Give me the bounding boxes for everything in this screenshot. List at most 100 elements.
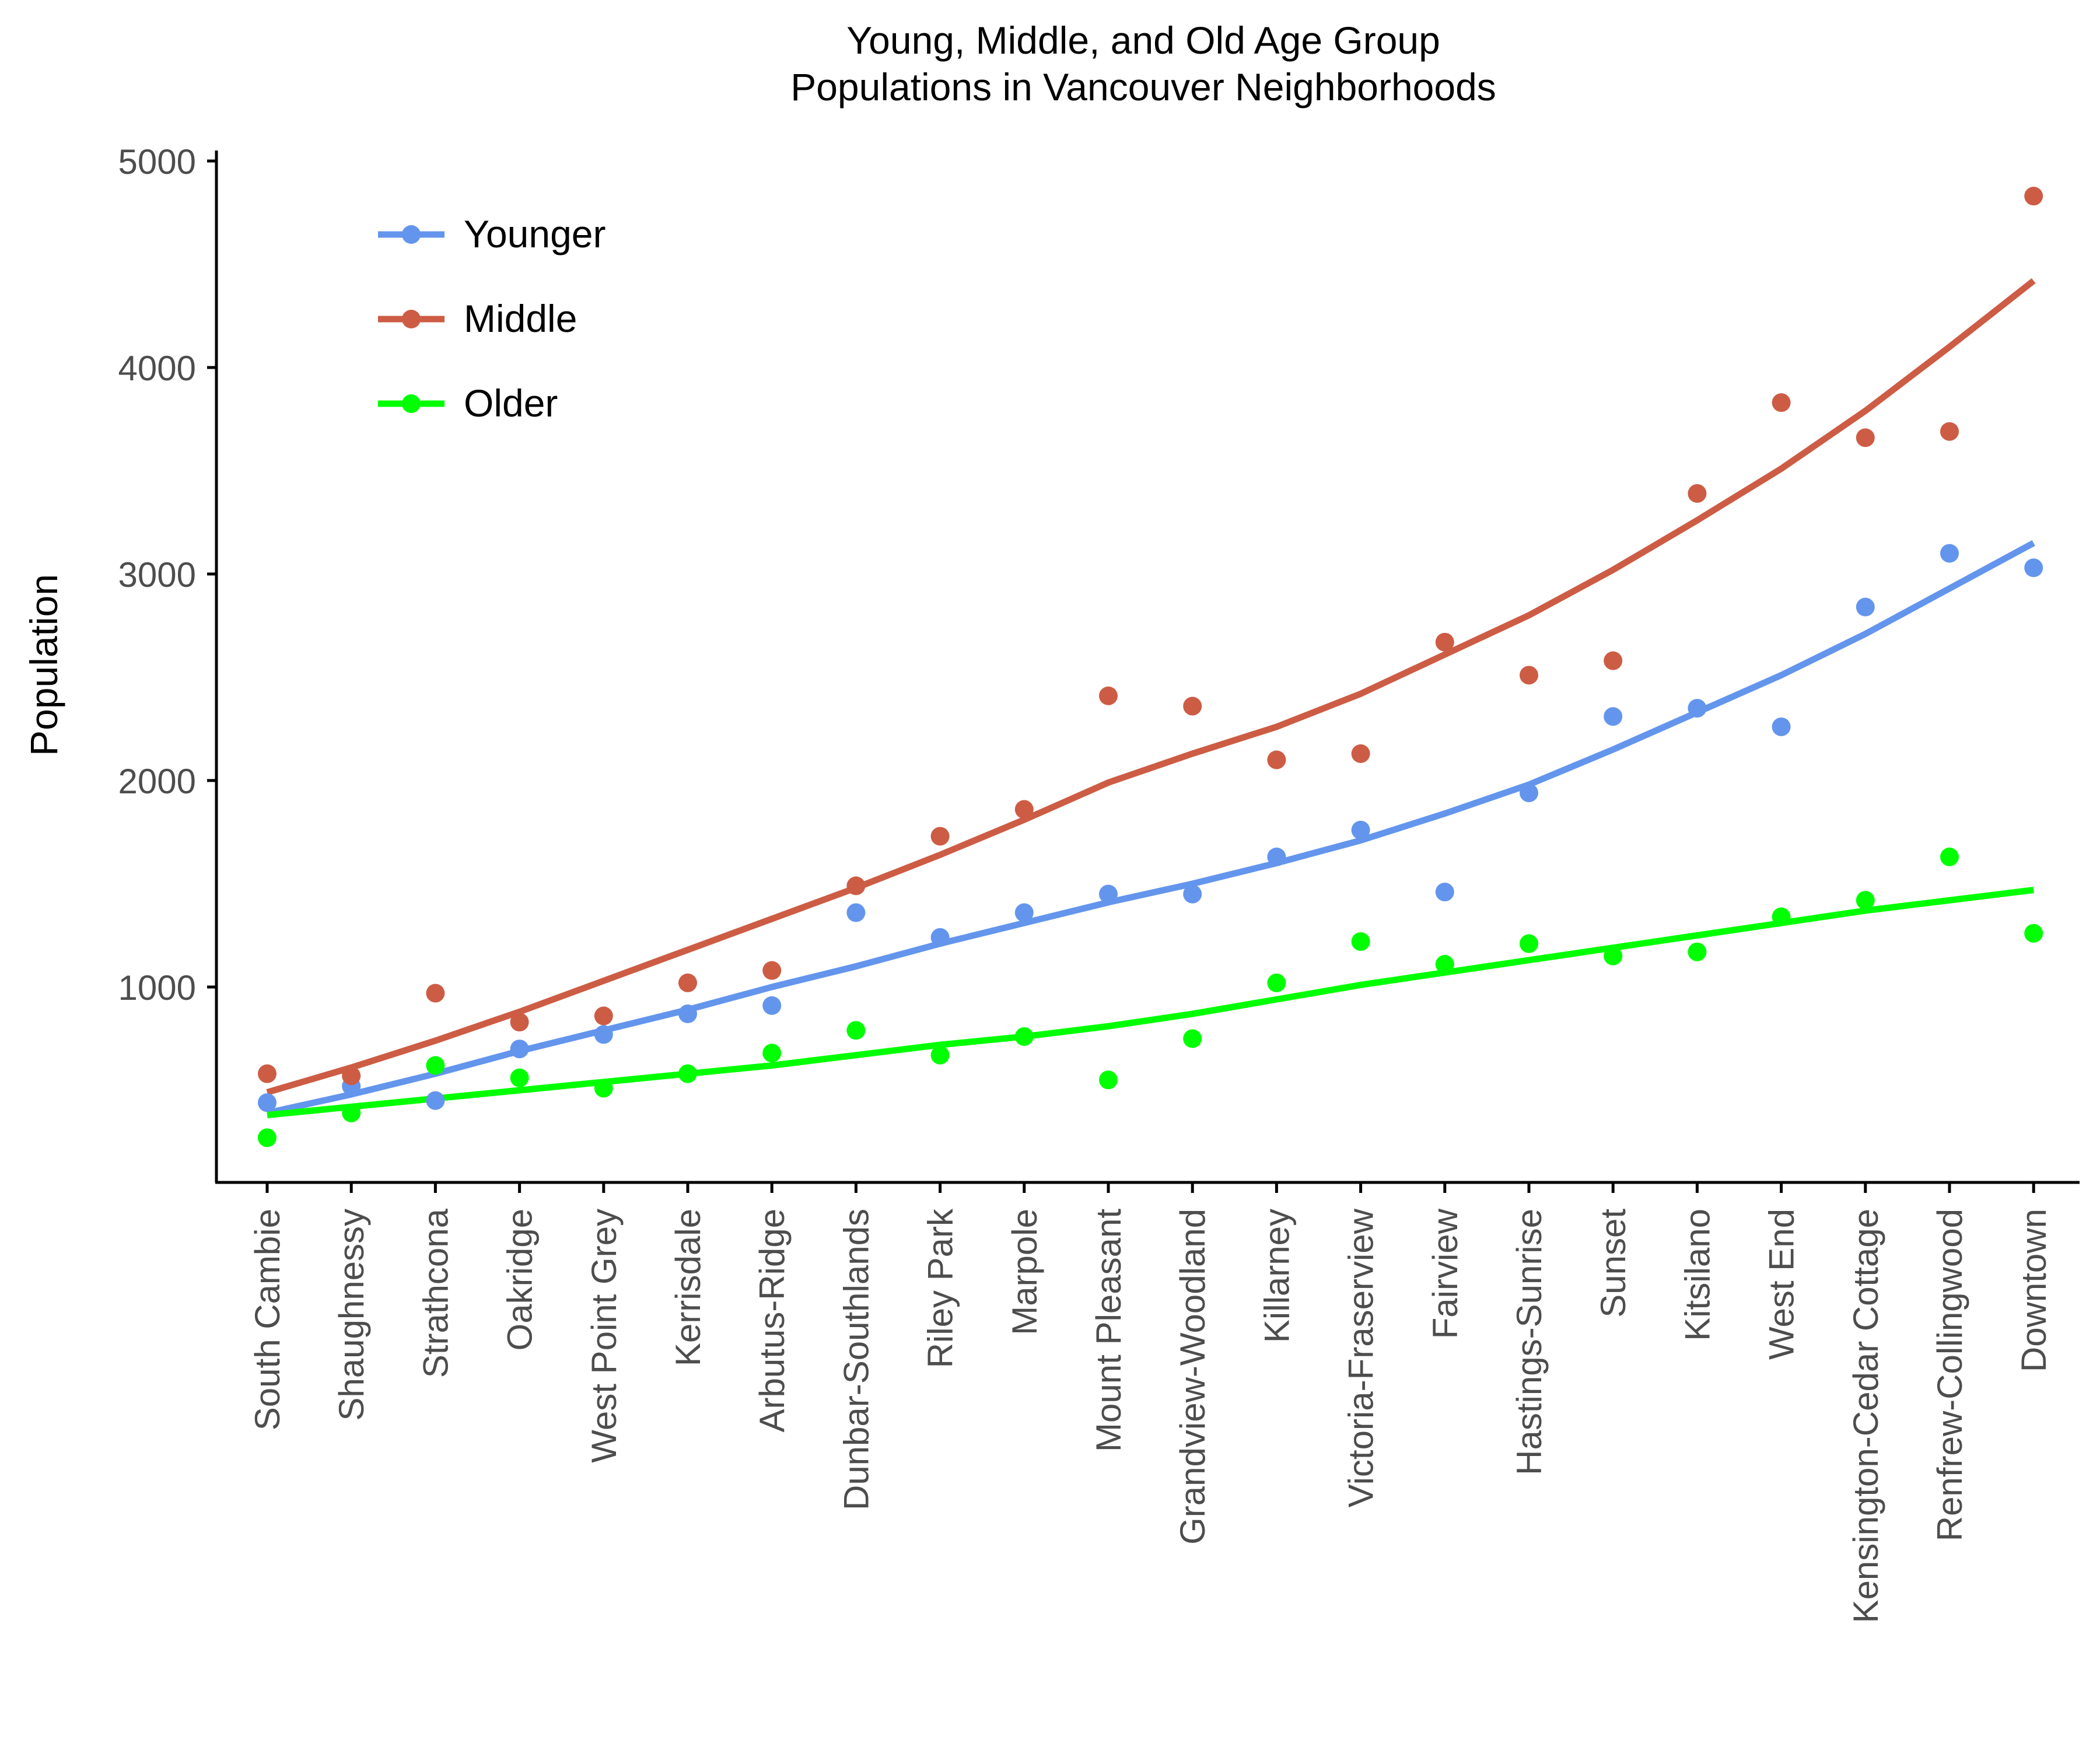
x-tick-label: Shaughnessy (332, 1209, 371, 1421)
data-point-middle (1940, 422, 1959, 441)
chart-title-line1: Young, Middle, and Old Age Group (846, 19, 1440, 62)
data-point-younger (762, 996, 782, 1015)
data-point-younger (1688, 699, 1707, 718)
x-tick-label: Renfrew-Collingwood (1930, 1209, 1969, 1541)
data-point-older (258, 1128, 276, 1147)
data-point-older (846, 1021, 866, 1040)
data-point-younger (1183, 884, 1202, 904)
data-point-older (930, 1045, 950, 1065)
x-tick-label: West Point Grey (584, 1209, 624, 1463)
y-tick-label: 4000 (118, 349, 196, 388)
x-tick-label: Oakridge (501, 1209, 540, 1350)
y-axis-ticks: 1000 2000 3000 4000 5000 (118, 142, 216, 1007)
legend-label-younger: Younger (464, 212, 606, 256)
x-tick-label: Fairview (1426, 1208, 1465, 1339)
legend-key-point-middle (402, 310, 421, 328)
trend-line-younger (266, 540, 2035, 1116)
data-point-older (1267, 973, 1286, 992)
y-tick-label: 2000 (118, 762, 196, 801)
legend-key-point-older (402, 394, 421, 413)
data-point-younger (1435, 883, 1454, 902)
x-tick-label: Marpole (1005, 1209, 1044, 1335)
trend-line-middle (266, 278, 2036, 1096)
data-point-middle (1604, 651, 1623, 670)
x-tick-label: Mount Pleasant (1089, 1209, 1128, 1452)
legend-label-older: Older (464, 382, 558, 425)
x-axis-ticks: South Cambie Shaughnessy Strathcona Oakridg… (248, 1182, 2053, 1623)
data-point-middle (678, 973, 697, 992)
data-points (258, 187, 2043, 1147)
y-tick-label: 1000 (118, 968, 196, 1007)
x-tick-label: Grandview-Woodland (1173, 1209, 1212, 1545)
data-point-older (1688, 942, 1707, 961)
data-point-older (1772, 907, 1791, 926)
data-point-middle (1014, 800, 1034, 819)
data-point-older (594, 1079, 613, 1098)
data-point-older (510, 1068, 529, 1087)
data-point-younger (258, 1093, 276, 1112)
data-point-younger (1351, 820, 1370, 839)
trend-line-older (267, 887, 2034, 1118)
y-tick-label: 3000 (118, 555, 196, 594)
data-point-older (1183, 1029, 1202, 1048)
data-point-middle (1183, 696, 1202, 716)
y-axis-label: Population (22, 574, 65, 756)
data-point-younger (846, 903, 866, 922)
data-point-middle (1351, 744, 1370, 763)
data-point-younger (1856, 597, 1875, 617)
legend: Younger Middle Older (378, 212, 606, 425)
data-point-middle (1856, 428, 1875, 447)
data-point-younger (1099, 884, 1118, 904)
y-tick-label: 5000 (118, 142, 196, 181)
data-point-younger (1520, 783, 1538, 803)
x-tick-label: Arbutus-Ridge (752, 1209, 792, 1433)
data-point-older (2024, 923, 2043, 943)
data-point-middle (342, 1066, 361, 1086)
data-point-middle (1267, 750, 1286, 769)
data-point-middle (258, 1064, 276, 1083)
data-point-middle (1435, 632, 1454, 652)
x-tick-label: Riley Park (921, 1208, 960, 1368)
data-point-older (1604, 946, 1623, 965)
x-tick-label: Sunset (1594, 1209, 1633, 1318)
data-point-middle (510, 1013, 529, 1032)
legend-label-middle: Middle (464, 297, 577, 340)
data-point-younger (426, 1091, 445, 1110)
data-point-younger (2024, 558, 2043, 578)
data-point-middle (1772, 393, 1791, 412)
data-point-older (1099, 1070, 1118, 1090)
data-point-younger (1014, 903, 1034, 922)
x-tick-label: West End (1762, 1209, 1801, 1360)
data-point-middle (1099, 686, 1118, 705)
data-point-middle (930, 827, 950, 846)
data-point-younger (678, 1005, 697, 1024)
data-point-older (426, 1056, 445, 1075)
data-point-younger (594, 1025, 613, 1044)
x-tick-label: Hastings-Sunrise (1510, 1209, 1549, 1475)
data-point-older (1351, 932, 1370, 951)
legend-key-point-younger (402, 225, 421, 244)
data-point-middle (762, 961, 782, 980)
data-point-older (1435, 955, 1454, 974)
data-point-older (342, 1103, 361, 1122)
x-tick-label: Downtown (2014, 1209, 2053, 1372)
data-point-younger (1604, 707, 1623, 726)
chart-title-line2: Populations in Vancouver Neighborhoods (790, 65, 1496, 108)
x-tick-label: Strathcona (416, 1208, 455, 1378)
trend-lines (266, 278, 2036, 1118)
x-tick-label: Dunbar-Southlands (836, 1209, 876, 1510)
data-point-older (1520, 934, 1538, 953)
x-tick-label: Kitsilano (1678, 1209, 1717, 1341)
data-point-older (1014, 1027, 1034, 1046)
x-tick-label: Victoria-Fraserview (1342, 1208, 1381, 1507)
x-tick-label: Killarney (1257, 1209, 1296, 1343)
data-point-middle (846, 876, 866, 895)
data-point-middle (426, 984, 445, 1003)
data-point-younger (930, 928, 950, 947)
data-point-younger (1772, 717, 1791, 736)
data-point-middle (2024, 187, 2043, 206)
data-point-older (762, 1044, 782, 1063)
data-point-younger (1267, 847, 1286, 866)
data-point-older (678, 1064, 697, 1083)
